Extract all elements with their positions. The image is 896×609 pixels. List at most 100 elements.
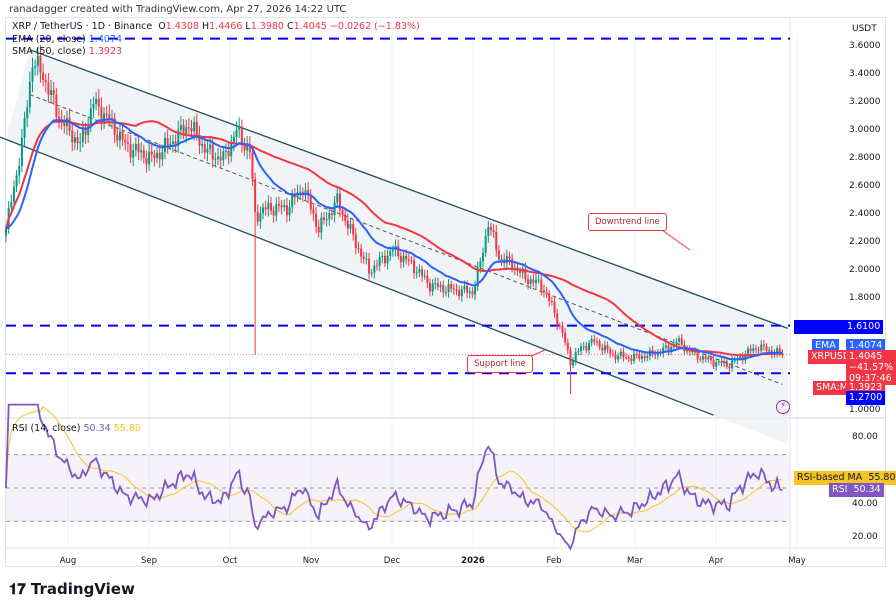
candle-body xyxy=(556,313,559,326)
candle-body xyxy=(757,349,760,351)
chart-credit: ranadagger created with TradingView.com,… xyxy=(9,4,347,15)
support-line-annotation[interactable]: Support line xyxy=(467,355,533,373)
candle-body xyxy=(720,361,723,364)
candle-body xyxy=(603,345,606,351)
candle-body xyxy=(540,279,543,291)
candle-body xyxy=(291,194,294,208)
candle-body xyxy=(330,213,333,215)
candle-body xyxy=(564,332,567,343)
candle-body xyxy=(346,220,349,229)
candle-body xyxy=(476,267,479,287)
candle-body xyxy=(664,345,667,348)
candle-body xyxy=(81,128,84,142)
candle-body xyxy=(158,152,161,160)
candle-body xyxy=(439,285,442,287)
candle-body xyxy=(166,138,169,146)
tradingview-logo[interactable]: 𝟏𝟕 TradingView xyxy=(9,580,135,598)
lightning-alert-icon[interactable]: ⚡ xyxy=(776,400,790,414)
candle-body xyxy=(667,345,670,352)
ema-line xyxy=(5,118,783,361)
candle-body xyxy=(224,150,227,152)
candle-body xyxy=(232,136,235,143)
candle-body xyxy=(701,356,704,360)
candle-body xyxy=(574,352,577,362)
currency-label[interactable]: USDT xyxy=(852,24,877,34)
candle-body xyxy=(20,137,23,166)
candle-body xyxy=(593,339,596,342)
candle-body xyxy=(431,283,434,292)
sma-legend[interactable]: SMA (50, close) 1.3923 xyxy=(12,46,122,57)
candle-body xyxy=(386,255,389,264)
candle-body xyxy=(219,156,222,161)
candle-body xyxy=(370,272,373,274)
candle-body xyxy=(103,113,106,123)
candle-body xyxy=(580,346,583,352)
candle-body xyxy=(79,141,82,144)
last-price-tag: 1.4045 −41.57% 09:37:46 xyxy=(846,350,896,385)
candle-body xyxy=(471,291,474,295)
candle-body xyxy=(646,356,649,359)
time-tick: Feb xyxy=(546,556,562,566)
candle-body xyxy=(709,357,712,361)
rsi-legend[interactable]: RSI (14, close) 50.34 55.80 xyxy=(12,423,141,434)
candle-body xyxy=(633,354,636,362)
candle-body xyxy=(754,348,757,350)
close-value: 1.4045 xyxy=(293,21,327,32)
candle-body xyxy=(606,345,609,350)
candle-body xyxy=(267,203,270,210)
candle-body xyxy=(26,107,29,119)
candle-body xyxy=(28,81,31,108)
candle-body xyxy=(535,279,537,283)
time-tick: 2026 xyxy=(461,556,485,566)
candle-body xyxy=(254,179,257,212)
candle-body xyxy=(5,229,7,236)
candle-body xyxy=(256,211,259,222)
candle-body xyxy=(373,265,376,273)
candle-body xyxy=(458,290,461,297)
candle-body xyxy=(362,256,365,259)
candle-body xyxy=(12,186,15,203)
candle-body xyxy=(161,151,164,160)
candle-body xyxy=(662,347,665,354)
candle-body xyxy=(762,344,765,347)
candle-body xyxy=(251,152,254,180)
level-1270-tag: 1.2700 xyxy=(846,391,886,405)
candle-body xyxy=(418,269,421,273)
candle-body xyxy=(452,288,455,290)
candle-body xyxy=(405,255,408,260)
candle-body xyxy=(776,348,779,354)
candle-body xyxy=(585,346,588,351)
candle-body xyxy=(511,258,514,269)
candle-body xyxy=(760,344,763,351)
symbol-name[interactable]: XRP / TetherUS · 1D · Binance xyxy=(12,21,153,32)
candle-body xyxy=(550,301,553,303)
candle-body xyxy=(399,255,402,263)
last-change: −41.57% xyxy=(849,362,894,373)
candle-body xyxy=(190,127,193,132)
tv-logo-icon: 𝟏𝟕 xyxy=(9,580,31,598)
downtrend-line-annotation[interactable]: Downtrend line xyxy=(588,213,667,231)
candle-body xyxy=(609,349,612,354)
open-label: O xyxy=(158,21,166,32)
candle-body xyxy=(235,129,238,137)
candle-body xyxy=(500,259,503,261)
candle-body xyxy=(222,151,225,161)
time-tick: Sep xyxy=(140,556,158,566)
candle-body xyxy=(524,268,527,280)
candle-body xyxy=(108,114,111,121)
candle-body xyxy=(622,351,625,358)
time-tick: Dec xyxy=(383,556,401,566)
candle-body xyxy=(52,89,55,95)
candle-body xyxy=(527,279,530,284)
chart-frame xyxy=(5,17,886,567)
candle-body xyxy=(566,342,569,350)
candle-body xyxy=(415,272,418,274)
candle-body xyxy=(299,191,302,193)
candle-body xyxy=(675,341,678,344)
ema-legend[interactable]: EMA (20, close) 1.4074 xyxy=(12,34,122,45)
candle-body xyxy=(10,202,13,208)
candle-body xyxy=(240,126,243,145)
candle-body xyxy=(617,355,620,360)
candle-body xyxy=(484,235,487,253)
